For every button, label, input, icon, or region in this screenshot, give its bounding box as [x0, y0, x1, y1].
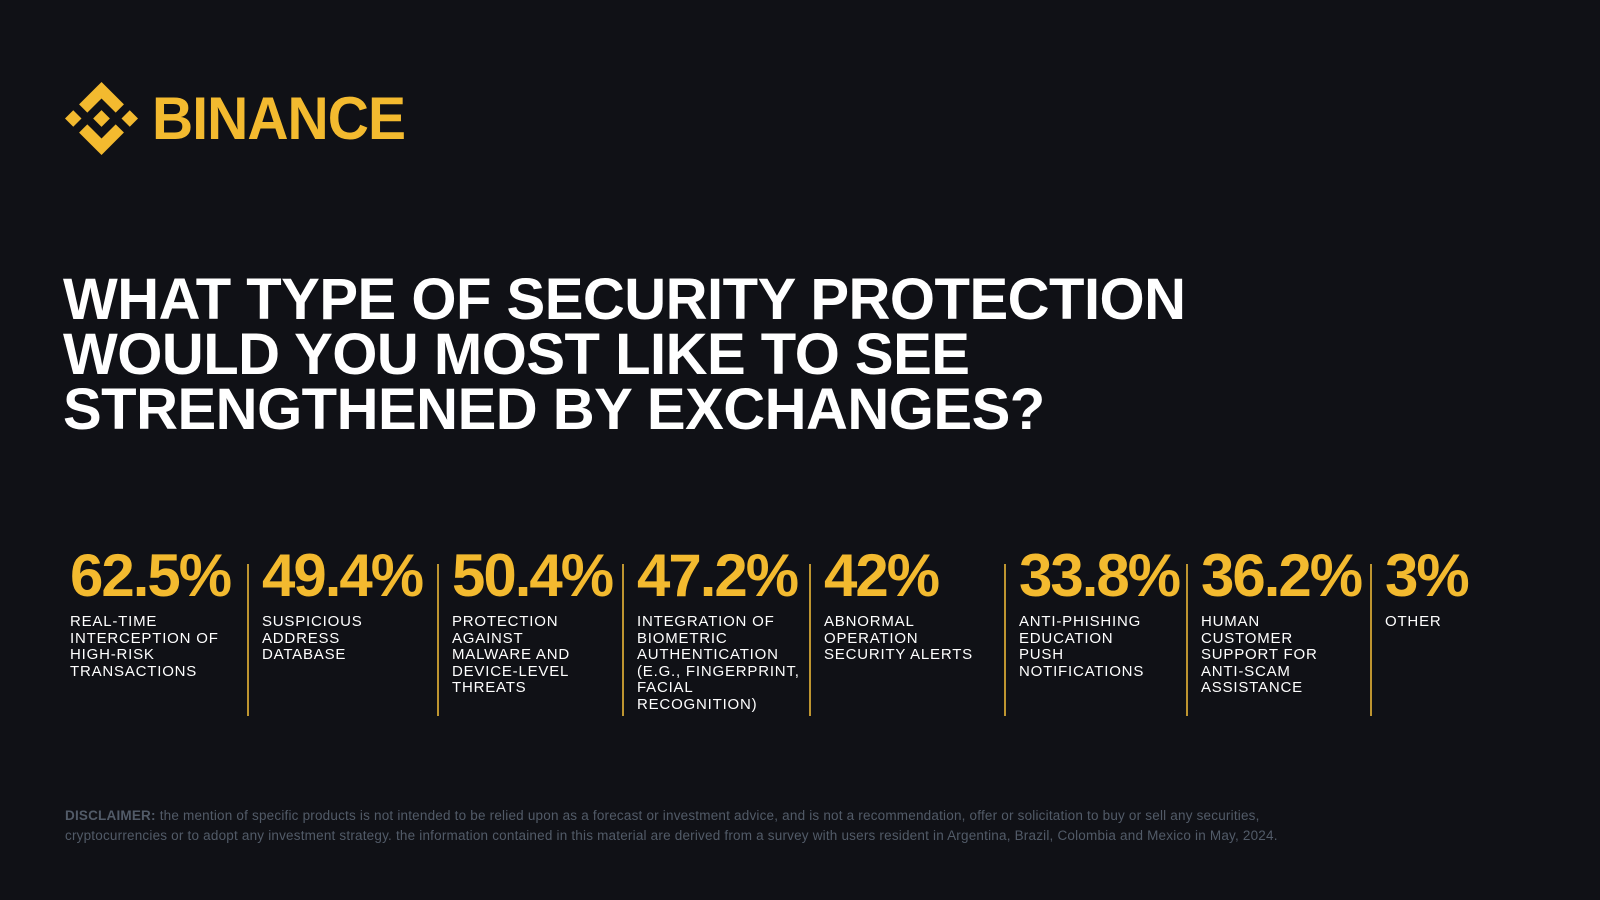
disclaimer-label: DISCLAIMER: [65, 808, 156, 823]
stat-label: HUMAN CUSTOMER SUPPORT FOR ANTI-SCAM ASS… [1201, 613, 1318, 696]
binance-logo-icon [65, 82, 138, 155]
stat-label: INTEGRATION OF BIOMETRIC AUTHENTICATION … [637, 613, 800, 713]
stat-value: 62.5% [70, 542, 232, 609]
stat-item-realtime-interception: 62.5% REAL-TIME INTERCEPTION OF HIGH-RIS… [70, 542, 247, 706]
stat-value: 3% [1385, 542, 1470, 609]
disclaimer-line-1: DISCLAIMER: the mention of specific produ… [65, 806, 1465, 826]
stat-item-malware-protection: 50.4% PROTECTION AGAINST MALWARE AND DEV… [437, 542, 622, 716]
brand-header: BINANCE [65, 82, 418, 155]
stat-value: 47.2% [637, 542, 799, 609]
headline-line-1: WHAT TYPE OF SECURITY PROTECTION [63, 267, 1186, 332]
stat-item-suspicious-address-db: 49.4% SUSPICIOUS ADDRESS DATABASE [247, 542, 437, 716]
stat-label: SUSPICIOUS ADDRESS DATABASE [262, 613, 363, 663]
disclaimer-line-2: cryptocurrencies or to adopt any investm… [65, 827, 1278, 843]
stat-label: ANTI-PHISHING EDUCATION PUSH NOTIFICATIO… [1019, 613, 1145, 680]
stat-label: REAL-TIME INTERCEPTION OF HIGH-RISK TRAN… [70, 613, 219, 680]
stat-item-other: 3% OTHER [1370, 542, 1530, 716]
disclaimer: DISCLAIMER: the mention of specific produ… [65, 806, 1465, 845]
stat-value: 49.4% [262, 542, 424, 609]
stats-row: 62.5% REAL-TIME INTERCEPTION OF HIGH-RIS… [70, 542, 1530, 716]
stat-label: ABNORMAL OPERATION SECURITY ALERTS [824, 613, 973, 663]
stat-item-biometric-authentication: 47.2% INTEGRATION OF BIOMETRIC AUTHENTIC… [622, 542, 809, 716]
stat-item-abnormal-operation-alerts: 42% ABNORMAL OPERATION SECURITY ALERTS [809, 542, 1004, 716]
headline-line-2: WOULD YOU MOST LIKE TO SEE [63, 322, 970, 387]
stat-value: 50.4% [452, 542, 614, 609]
stat-value: 36.2% [1201, 542, 1363, 609]
stat-value: 42% [824, 542, 940, 609]
stat-item-human-customer-support: 36.2% HUMAN CUSTOMER SUPPORT FOR ANTI-SC… [1186, 542, 1370, 716]
brand-wordmark: BINANCE [152, 84, 406, 152]
stat-item-anti-phishing-education: 33.8% ANTI-PHISHING EDUCATION PUSH NOTIF… [1004, 542, 1186, 716]
disclaimer-text-1: the mention of specific products is not … [159, 808, 1260, 823]
headline-line-3: STRENGTHENED BY EXCHANGES? [63, 377, 1045, 442]
stat-label: PROTECTION AGAINST MALWARE AND DEVICE-LE… [452, 613, 570, 696]
page-title: WHAT TYPE OF SECURITY PROTECTION WOULD Y… [63, 267, 1186, 442]
stat-label: OTHER [1385, 613, 1442, 630]
stat-value: 33.8% [1019, 542, 1181, 609]
